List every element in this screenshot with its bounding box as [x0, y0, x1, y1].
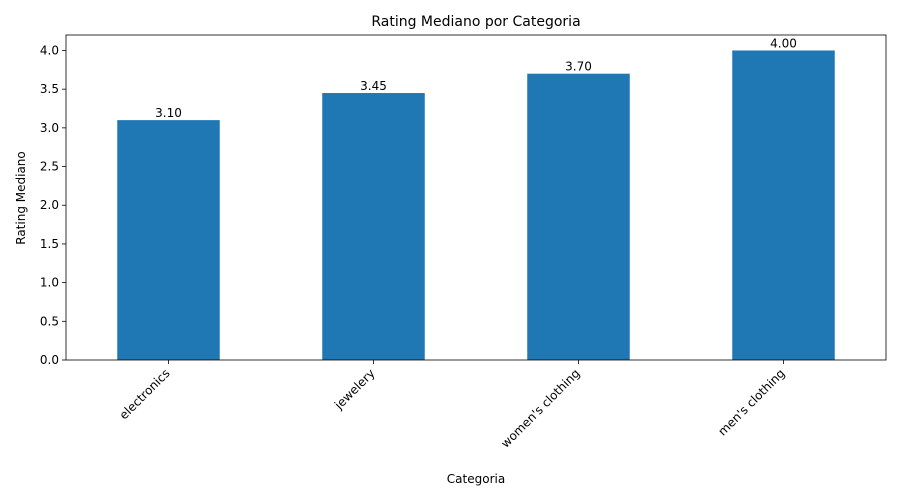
bar-value-label: 3.70: [565, 60, 592, 74]
bar: [527, 73, 630, 360]
y-tick-label: 1.0: [40, 276, 59, 290]
plot-area: 3.10 3.45 3.70 4.00 0.0 0.5 1.0 1.5 2.0 2.5 3.0 3.5…: [40, 34, 887, 451]
y-tick-label: 0.0: [40, 353, 59, 367]
bar-value-label: 3.45: [360, 79, 387, 93]
bar: [117, 120, 220, 360]
y-tick-label: 0.5: [40, 314, 59, 328]
x-tick-label: electronics: [117, 366, 173, 422]
bar-value-label: 4.00: [770, 36, 797, 50]
y-tick-label: 3.0: [40, 121, 59, 135]
bar: [322, 93, 425, 361]
x-axis-title: Categoria: [447, 472, 505, 486]
x-tick-label: jewelery: [331, 366, 377, 412]
bar-value-label: 3.10: [155, 106, 182, 120]
axes-frame: [65, 34, 887, 361]
y-tick-label: 4.0: [40, 43, 59, 57]
chart-title: Rating Mediano por Categoria: [371, 14, 580, 30]
y-tick-label: 2.5: [40, 160, 59, 174]
x-tick-label: women's clothing: [498, 366, 582, 450]
y-tick-label: 2.0: [40, 198, 59, 212]
x-tick-label: men's clothing: [715, 366, 787, 438]
y-tick-label: 3.5: [40, 82, 59, 96]
y-axis-title: Rating Mediano: [14, 151, 28, 245]
bar: [732, 50, 835, 360]
y-tick-label: 1.5: [40, 237, 59, 251]
